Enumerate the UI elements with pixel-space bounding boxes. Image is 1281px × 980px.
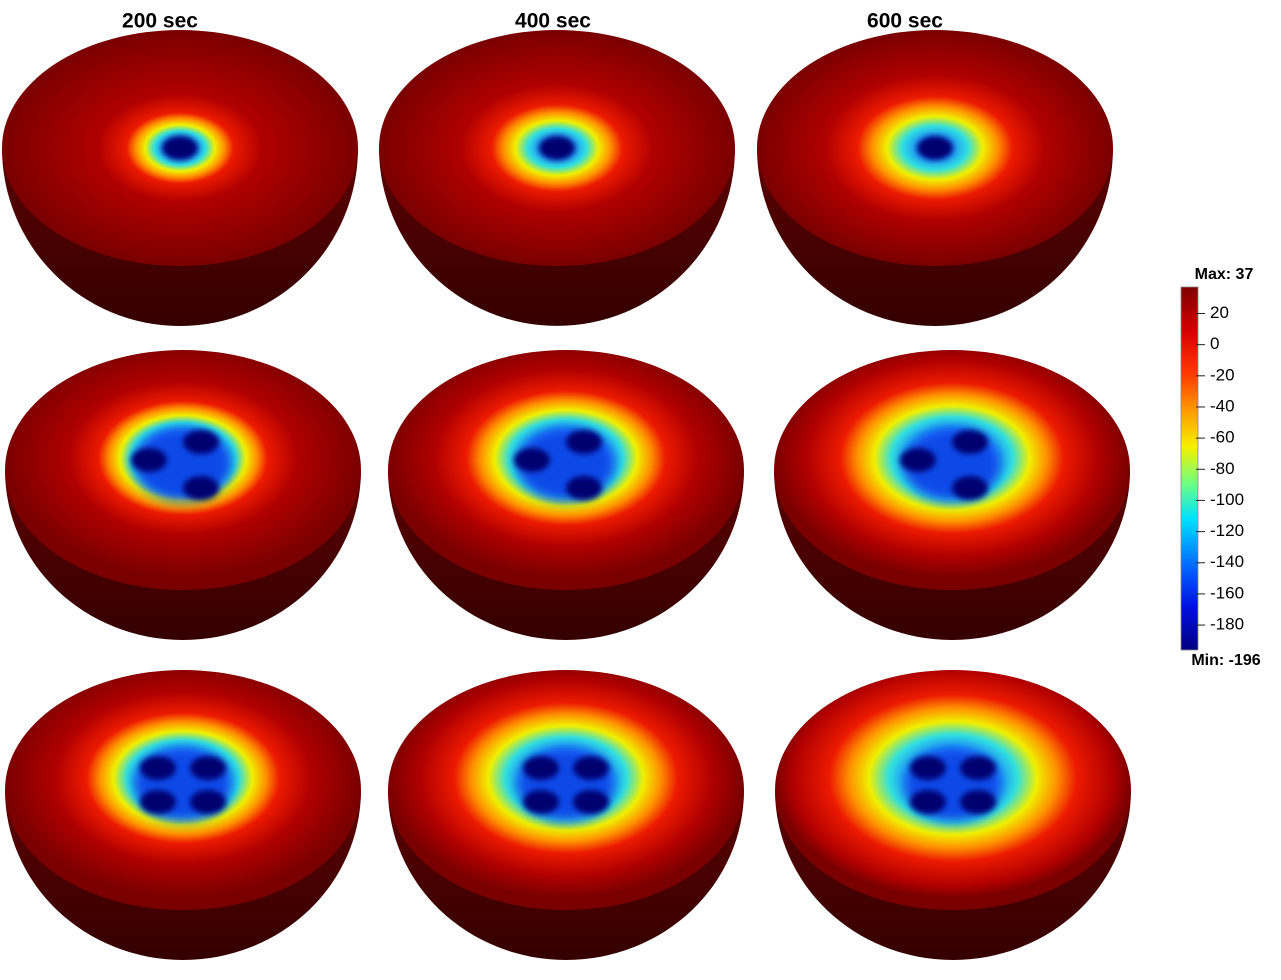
- sink: [566, 476, 602, 500]
- colorbar-min: Min: -196: [1191, 652, 1260, 669]
- colorbar-tick-label: -80: [1210, 459, 1235, 478]
- column-title: 400 sec: [515, 10, 591, 33]
- hemisphere: [774, 350, 1130, 640]
- colorbar-tick-label: -40: [1210, 396, 1235, 415]
- sink: [190, 790, 226, 814]
- hemisphere: [5, 670, 361, 960]
- sink: [573, 790, 609, 814]
- column-title: 600 sec: [867, 10, 943, 33]
- colorbar-tick-label: 0: [1210, 334, 1219, 353]
- renders: [2, 30, 1131, 960]
- colorbar-max: Max: 37: [1195, 266, 1254, 283]
- hemisphere: [757, 30, 1113, 326]
- sink: [952, 430, 988, 454]
- sink: [566, 430, 602, 454]
- hemisphere: [388, 350, 744, 640]
- colorbar-tick-label: -180: [1210, 615, 1244, 634]
- hemisphere: [379, 30, 735, 326]
- sink: [140, 790, 176, 814]
- colorbar-tick-label: -140: [1210, 552, 1244, 571]
- sink: [131, 448, 167, 472]
- hemisphere: [775, 670, 1131, 960]
- colorbar-tick-label: -20: [1210, 365, 1235, 384]
- sink: [183, 476, 219, 500]
- sink: [162, 136, 198, 160]
- colorbar: [1180, 286, 1199, 651]
- sink: [539, 136, 575, 160]
- sink: [910, 790, 946, 814]
- colorbar-tick-label: 20: [1210, 303, 1229, 322]
- sink: [523, 756, 559, 780]
- colorbar-tick-label: -160: [1210, 583, 1244, 602]
- sink: [952, 476, 988, 500]
- sink: [514, 448, 550, 472]
- column-title: 200 sec: [122, 10, 198, 33]
- colorbar-tick-label: -100: [1210, 490, 1244, 509]
- hemisphere: [5, 350, 361, 640]
- sink: [960, 790, 996, 814]
- hemisphere: [2, 30, 358, 326]
- sink: [183, 430, 219, 454]
- sink: [900, 448, 936, 472]
- sink: [190, 756, 226, 780]
- sink: [573, 756, 609, 780]
- colorbar-tick-label: -60: [1210, 428, 1235, 447]
- sink: [140, 756, 176, 780]
- sink: [917, 136, 953, 160]
- hemisphere: [388, 670, 744, 960]
- colorbar-tick-label: -120: [1210, 521, 1244, 540]
- sink: [910, 756, 946, 780]
- sink: [523, 790, 559, 814]
- sink: [960, 756, 996, 780]
